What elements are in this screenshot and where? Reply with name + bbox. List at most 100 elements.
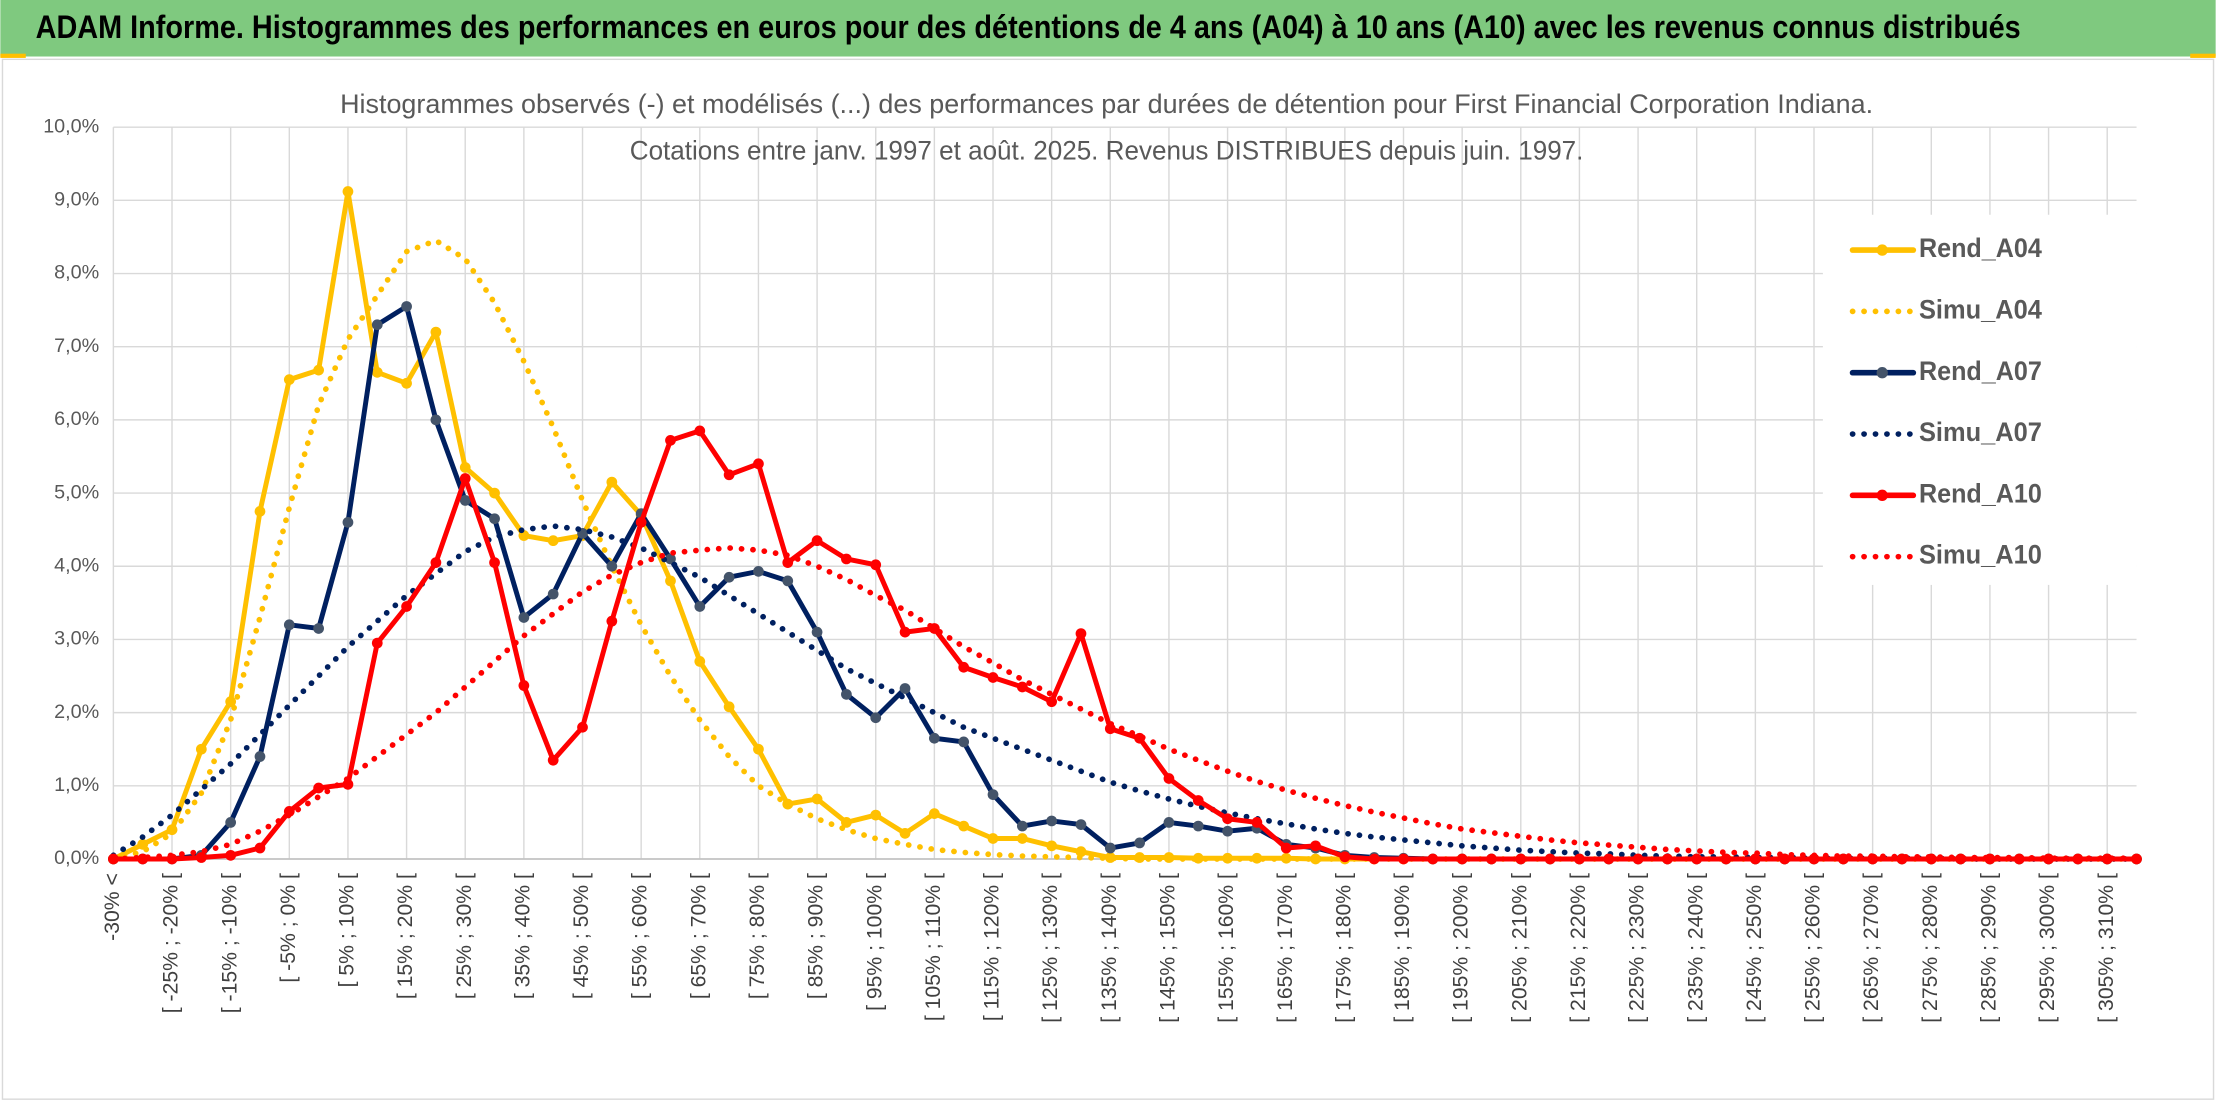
data-point xyxy=(841,817,852,828)
data-point xyxy=(1163,817,1175,828)
data-point xyxy=(1222,813,1233,825)
x-tick-label: [ 195% ; 200% [ xyxy=(1450,873,1473,1023)
x-tick-label: [ 65% ; 70% [ xyxy=(687,873,710,999)
legend-label: Rend_A07 xyxy=(1919,356,2042,386)
data-point xyxy=(1544,853,1556,865)
data-point xyxy=(1075,819,1087,830)
data-point xyxy=(342,516,354,528)
x-tick-label: -30% < xyxy=(101,873,124,941)
chart-subtitle: Cotations entre janv. 1997 et août. 2025… xyxy=(630,136,1584,166)
data-point xyxy=(2043,853,2054,865)
x-tick-label: [ 85% ; 90% [ xyxy=(805,873,828,999)
data-point xyxy=(518,612,530,623)
data-point xyxy=(1662,853,1673,865)
corner xyxy=(2190,53,2216,58)
x-tick-label: [ 185% ; 190% [ xyxy=(1391,873,1414,1023)
data-point xyxy=(489,557,500,568)
header-bar xyxy=(0,0,2216,57)
legend-marker xyxy=(1876,489,1888,501)
x-tick-label: [ 95% ; 100% [ xyxy=(863,873,886,1011)
data-point xyxy=(753,566,764,577)
chart-border xyxy=(1,58,2215,1100)
data-point xyxy=(782,557,794,568)
data-point xyxy=(870,559,882,571)
data-point xyxy=(489,487,500,499)
x-tick-label: [ -15% ; -10% [ xyxy=(218,873,241,1013)
data-point xyxy=(1016,833,1028,844)
data-point xyxy=(430,557,442,568)
y-tick-label: 7,0% xyxy=(54,335,99,357)
data-point xyxy=(1104,842,1116,854)
x-tick-label: [ 245% ; 250% [ xyxy=(1743,873,1766,1023)
data-point xyxy=(1046,696,1058,708)
data-point xyxy=(987,789,999,800)
x-tick-label: [ 295% ; 300% [ xyxy=(2036,873,2059,1023)
data-point xyxy=(1310,840,1321,852)
x-tick-label: [ 135% ; 140% [ xyxy=(1098,873,1121,1023)
data-point xyxy=(1046,840,1058,852)
data-point xyxy=(665,575,676,587)
x-tick-label: [ 275% ; 280% [ xyxy=(1919,873,1942,1023)
data-point xyxy=(313,782,324,794)
data-point xyxy=(1515,853,1527,865)
data-point xyxy=(1456,853,1468,865)
x-tick-label: [ 215% ; 220% [ xyxy=(1567,873,1590,1023)
y-tick-label: 10,0% xyxy=(43,115,99,137)
data-point xyxy=(1368,853,1380,865)
series-line xyxy=(110,428,2140,862)
data-point xyxy=(547,754,559,766)
x-tick-label: [ -5% ; 0% [ xyxy=(277,873,300,983)
data-point xyxy=(254,842,266,854)
data-point xyxy=(459,473,471,484)
data-point xyxy=(342,186,354,197)
data-point xyxy=(723,571,735,583)
corner xyxy=(0,53,26,58)
x-tick-label: [ 265% ; 270% [ xyxy=(1860,873,1883,1023)
y-tick-label: 3,0% xyxy=(54,628,99,650)
x-tick-label: [ 175% ; 180% [ xyxy=(1332,873,1355,1023)
legend-label: Simu_A10 xyxy=(1919,540,2042,570)
data-point xyxy=(225,696,237,708)
data-point xyxy=(1339,851,1351,863)
y-tick-label: 6,0% xyxy=(54,408,99,430)
data-point xyxy=(987,672,999,683)
legend: Rend_A04 Simu_A04 Rend_A07 Simu_A07 Rend_A10… xyxy=(1849,233,2042,570)
data-point xyxy=(1192,795,1204,806)
data-point xyxy=(1075,628,1087,639)
series-line xyxy=(110,523,2140,862)
x-tick-label: [ 165% ; 170% [ xyxy=(1274,873,1297,1023)
data-point xyxy=(958,736,970,748)
data-point xyxy=(1720,853,1732,865)
x-tick-label: [ 5% ; 10% [ xyxy=(336,873,359,987)
data-point xyxy=(195,743,207,755)
data-point xyxy=(694,656,706,667)
data-point xyxy=(401,601,412,612)
data-point xyxy=(899,828,911,839)
y-tick-label: 4,0% xyxy=(54,554,99,576)
legend-marker xyxy=(1876,244,1888,256)
data-point xyxy=(928,732,940,744)
data-point xyxy=(459,495,471,506)
data-point xyxy=(1427,853,1439,865)
x-tick-label: [ 105% ; 110% [ xyxy=(922,873,945,1021)
data-point xyxy=(401,301,412,312)
data-point xyxy=(665,435,676,446)
x-tick-label: [ 115% ; 120% [ xyxy=(981,873,1004,1021)
y-tick-label: 2,0% xyxy=(54,701,99,723)
data-point xyxy=(1310,853,1321,865)
chart-title: Histogrammes observés (-) et modélisés (… xyxy=(340,89,1873,119)
data-point xyxy=(694,601,706,612)
y-tick-label: 5,0% xyxy=(54,481,99,503)
x-tick-label: [ 225% ; 230% [ xyxy=(1626,873,1649,1023)
legend-box xyxy=(1822,214,2137,585)
data-point xyxy=(254,751,266,762)
data-point xyxy=(723,701,735,713)
data-point xyxy=(1046,815,1058,827)
data-point xyxy=(665,553,676,565)
x-tick-label: [ 25% ; 30% [ xyxy=(453,873,476,999)
x-tick-label: [ 235% ; 240% [ xyxy=(1684,873,1707,1023)
y-tick-label: 9,0% xyxy=(54,189,99,211)
data-point xyxy=(195,852,207,863)
data-point xyxy=(1251,817,1263,828)
legend-marker xyxy=(1876,367,1888,379)
